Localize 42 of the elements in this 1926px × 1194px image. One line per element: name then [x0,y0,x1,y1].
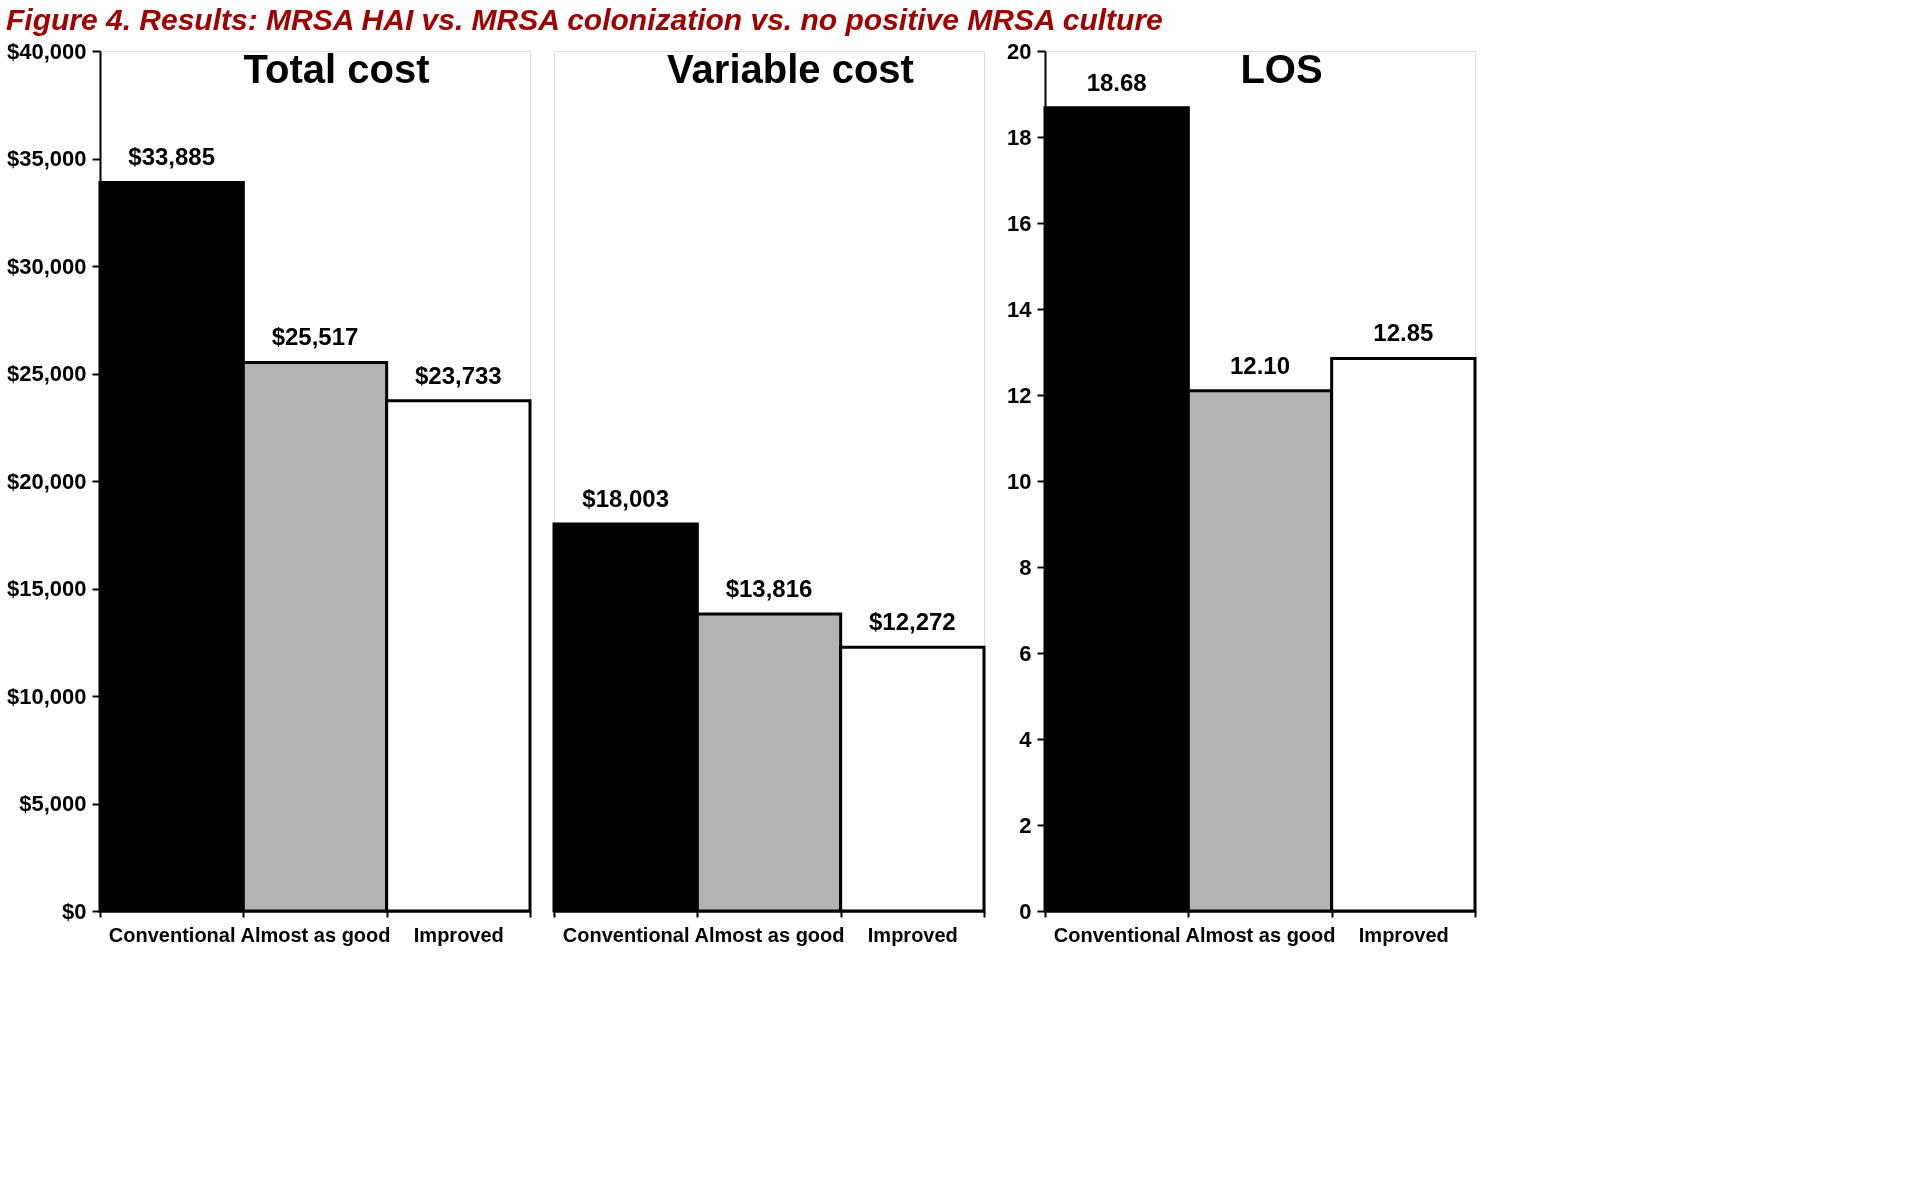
chart-title: LOS [1240,47,1323,91]
data-label: $25,517 [271,323,359,351]
y-tick-label: $25,000 [6,361,87,386]
y-tick-label: 4 [1019,726,1033,752]
data-label: $23,733 [414,361,502,389]
data-label: 12.10 [1229,351,1291,379]
y-tick-label: 18 [1007,124,1032,150]
x-tick-label: Almost as good [694,923,845,946]
y-tick-label: $40,000 [6,38,87,64]
data-label: $12,272 [868,608,956,636]
y-tick-label: $30,000 [6,253,87,279]
data-label: 12.85 [1373,319,1434,347]
y-tick-label: 12 [1007,382,1032,408]
x-tick-label: Improved [867,923,958,946]
y-tick-label: $5,000 [19,791,87,816]
y-tick-label: $35,000 [6,146,87,171]
x-tick-label: Conventional [562,923,690,946]
data-label: $33,885 [128,143,216,171]
y-tick-label: 20 [1007,38,1032,64]
y-tick-label: $20,000 [6,468,87,494]
y-tick-label: 10 [1007,468,1032,494]
x-tick-label: Improved [413,923,504,946]
y-tick-label: 14 [1007,296,1033,322]
y-tick-label: 8 [1019,554,1032,580]
x-tick-label: Almost as good [240,923,391,946]
data-label: $13,816 [725,574,813,602]
y-tick-label: $0 [62,898,87,924]
caption: Figure 4. Results: MRSA HAI vs. MRSA colonization vs. no positive MRSA culture [5,2,1163,36]
x-tick-label: Conventional [1053,923,1181,946]
data-label: $18,003 [582,484,670,512]
y-tick-label: 2 [1019,812,1032,838]
chart-title: Total cost [243,47,430,91]
x-tick-label: Almost as good [1185,923,1336,946]
y-tick-label: $15,000 [6,576,87,601]
y-tick-label: 0 [1019,898,1032,924]
y-tick-label: $10,000 [6,683,87,709]
x-tick-label: Improved [1358,923,1449,946]
x-tick-label: Conventional [108,923,236,946]
y-tick-label: 16 [1007,210,1032,236]
data-label: 18.68 [1086,68,1147,96]
y-tick-label: 6 [1019,640,1032,666]
chart-title: Variable cost [667,47,914,91]
